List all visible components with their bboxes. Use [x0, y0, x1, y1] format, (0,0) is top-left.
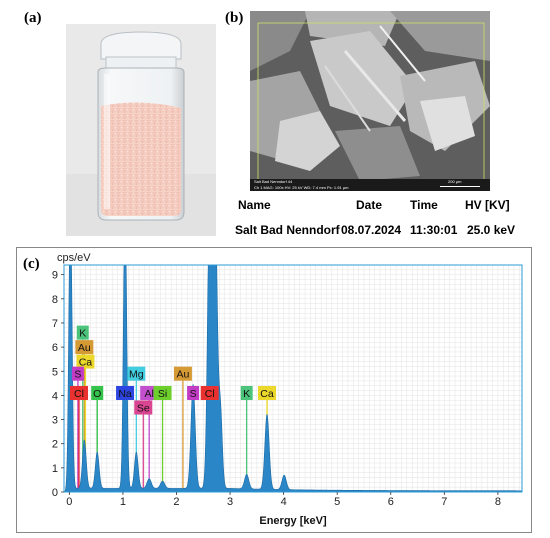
table-header-row: Name Date Time HV [KV]: [233, 198, 528, 223]
element-marker-label: S: [190, 388, 197, 400]
eds-spectrum-panel: (c) K Au Ca S Cl O Mg Na Al Se Si Au S Cl K Ca 0 1 2 3 4 5 6 7 8…: [16, 247, 532, 533]
sem-scale-bar: [440, 181, 480, 187]
header-name: Name: [238, 198, 271, 212]
x-tick-label: 3: [227, 496, 233, 508]
header-date: Date: [356, 198, 383, 212]
table-row: Salt Bad Nenndorf 08.07.2024 11:30:01 25…: [233, 223, 528, 248]
element-marker-box: [173, 366, 192, 381]
x-tick-label: 6: [388, 496, 394, 508]
element-marker-box: [76, 354, 95, 369]
spectrum-area: [63, 264, 523, 493]
element-marker-label: Au: [176, 369, 189, 381]
element-marker-label: Mg: [129, 369, 144, 381]
element-marker-box: [153, 385, 172, 400]
y-tick-label: 5: [52, 366, 58, 378]
element-marker-label: K: [243, 388, 250, 400]
element-marker-label: Cl: [205, 388, 215, 400]
y-tick-label: 0: [52, 487, 58, 499]
cell-hv: 25.0 keV: [467, 223, 516, 237]
y-axis-label: cps/eV: [57, 252, 91, 264]
element-marker-box: [134, 400, 153, 415]
element-marker-box: [91, 385, 104, 400]
sem-parameters: Ch 1 MAG: 100x HV: 25 kV WD: 7.4 mm Px: …: [254, 185, 349, 190]
element-marker-label: Na: [118, 388, 132, 400]
x-tick-label: 1: [120, 496, 126, 508]
element-marker-box: [116, 385, 135, 400]
element-marker-label: S: [74, 369, 81, 381]
salt-vial-photo: [66, 24, 216, 236]
element-marker-label: Al: [145, 388, 154, 400]
plot-frame: [63, 264, 523, 493]
x-tick-label: 0: [66, 496, 72, 508]
y-tick-label: 2: [52, 439, 58, 451]
element-marker-box: [187, 385, 200, 400]
y-tick-label: 6: [52, 342, 58, 354]
element-marker-label: Se: [137, 402, 150, 414]
element-marker-box: [75, 340, 94, 355]
element-marker-label: Si: [158, 388, 167, 400]
x-tick-label: 7: [441, 496, 447, 508]
header-time: Time: [410, 198, 438, 212]
element-marker-label: K: [79, 328, 86, 340]
element-marker-box: [69, 385, 88, 400]
header-hv: HV [KV]: [465, 198, 510, 212]
x-tick-label: 2: [173, 496, 179, 508]
sem-scale-label: 200 µm: [448, 179, 462, 184]
panel-b-label: (b): [225, 10, 244, 26]
sem-micrograph: Salt Bad Nenndorf 44 Ch 1 MAG: 100x HV: …: [250, 11, 490, 191]
element-marker-box: [127, 366, 146, 381]
cell-time: 11:30:01: [410, 223, 458, 237]
sem-image: [250, 11, 490, 191]
element-marker-label: Cl: [74, 388, 84, 400]
y-tick-label: 9: [52, 270, 58, 282]
element-marker-box: [76, 325, 89, 340]
y-tick-label: 4: [52, 390, 58, 402]
element-marker-label: Au: [78, 342, 91, 354]
element-marker-box: [258, 385, 277, 400]
y-tick-label: 8: [52, 294, 58, 306]
y-tick-label: 1: [52, 463, 58, 475]
cell-date: 08.07.2024: [341, 223, 402, 237]
element-marker-label: Ca: [260, 388, 274, 400]
panel-c-label: (c): [23, 256, 40, 272]
x-axis-label: Energy [keV]: [259, 515, 327, 527]
element-marker-box: [240, 385, 253, 400]
x-tick-label: 5: [334, 496, 340, 508]
element-marker-label: O: [93, 388, 101, 400]
x-tick-label: 8: [495, 496, 501, 508]
x-tick-label: 4: [281, 496, 287, 508]
element-marker-box: [200, 385, 219, 400]
panel-a-label: (a): [24, 10, 42, 26]
y-tick-label: 7: [52, 318, 58, 330]
acquisition-info-table: Name Date Time HV [KV] Salt Bad Nenndorf…: [233, 198, 528, 248]
element-marker-label: Ca: [79, 357, 93, 369]
y-tick-label: 3: [52, 415, 58, 427]
cell-name: Salt Bad Nenndorf: [235, 223, 340, 237]
sem-sample-label: Salt Bad Nenndorf 44: [254, 179, 293, 184]
element-marker-box: [71, 366, 84, 381]
